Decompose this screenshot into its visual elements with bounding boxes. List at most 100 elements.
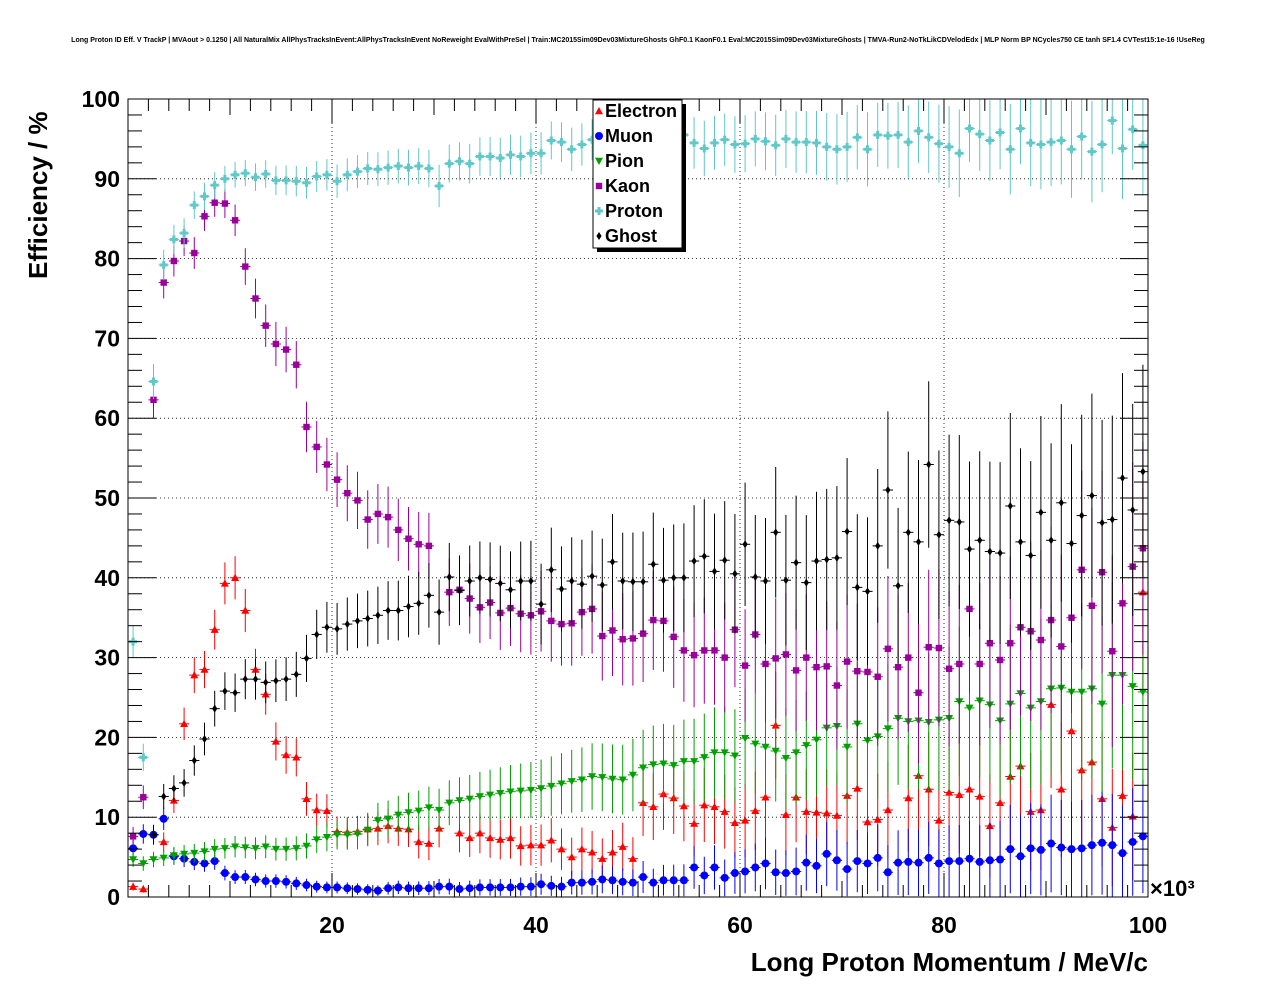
x-tick-label: 80 (931, 912, 957, 938)
data-point (354, 616, 361, 625)
data-point (1048, 536, 1054, 545)
data-point (588, 773, 597, 781)
data-point (232, 688, 238, 697)
data-point (996, 128, 1005, 137)
data-point (955, 857, 964, 866)
data-point (567, 853, 576, 861)
data-point (241, 606, 250, 614)
data-point (812, 861, 821, 870)
data-point (415, 541, 422, 548)
data-point (812, 138, 821, 147)
data-point (394, 883, 403, 892)
data-point (374, 510, 382, 518)
data-point (873, 853, 882, 862)
data-point (843, 743, 852, 751)
data-point (181, 778, 187, 787)
data-point (324, 623, 330, 632)
data-point (844, 527, 850, 536)
data-point (690, 819, 699, 827)
series-muon (128, 779, 1148, 897)
data-point (354, 497, 361, 504)
data-point (1109, 515, 1115, 524)
data-point (344, 620, 350, 629)
data-point (333, 831, 342, 839)
data-point (679, 876, 688, 885)
data-point (985, 856, 994, 865)
data-point (465, 159, 474, 168)
data-point (630, 577, 636, 586)
data-point (975, 857, 984, 866)
data-point (475, 829, 484, 837)
data-point (1098, 140, 1107, 149)
data-point (620, 576, 626, 585)
data-point (1140, 467, 1146, 476)
data-point (569, 576, 575, 585)
data-point (741, 734, 750, 743)
data-point (424, 839, 433, 847)
data-point (211, 199, 218, 206)
data-point (436, 608, 442, 617)
data-point (537, 149, 546, 158)
data-point (414, 162, 423, 171)
data-point (1007, 640, 1014, 647)
data-point (628, 878, 637, 887)
data-point (161, 792, 167, 801)
data-point (424, 884, 433, 893)
data-point (1006, 845, 1015, 854)
data-point (710, 802, 719, 811)
data-point (609, 627, 616, 634)
data-point (761, 137, 770, 146)
data-point (548, 617, 555, 625)
data-point (486, 791, 495, 799)
data-point (1077, 844, 1086, 853)
data-point (455, 157, 464, 166)
data-point (404, 163, 413, 172)
data-point (894, 130, 903, 139)
data-point (945, 857, 954, 866)
data-point (322, 833, 331, 842)
data-point (252, 295, 259, 302)
data-point (732, 569, 738, 578)
legend-marker-pion (595, 157, 603, 165)
data-point (945, 142, 954, 151)
legend-label-pion: Pion (605, 151, 644, 171)
y-tick-label: 80 (94, 246, 120, 272)
data-point (639, 630, 647, 637)
data-point (803, 578, 809, 587)
data-point (150, 396, 157, 404)
data-point (833, 682, 841, 689)
data-point (567, 778, 576, 786)
data-point (241, 844, 250, 852)
data-point (679, 802, 688, 810)
data-point (864, 668, 871, 676)
data-point (773, 528, 779, 537)
y-tick-label: 20 (94, 724, 120, 750)
data-point (1058, 498, 1064, 507)
data-point (526, 149, 535, 158)
data-point (455, 829, 464, 837)
data-point (762, 576, 769, 585)
data-point (384, 815, 393, 823)
x-axis-title: Long Proton Momentum / MeV/c (751, 947, 1148, 977)
data-point (874, 673, 881, 680)
data-point (547, 782, 556, 791)
data-point (834, 553, 840, 562)
data-point (557, 882, 566, 891)
data-point (1138, 688, 1147, 696)
data-point (966, 545, 973, 554)
data-point (537, 785, 546, 793)
data-point (955, 790, 964, 799)
data-point (251, 173, 260, 182)
data-point (190, 671, 199, 679)
data-point (373, 886, 382, 895)
data-point (843, 142, 852, 151)
data-point (1128, 683, 1137, 691)
data-point (292, 753, 301, 761)
data-point (802, 742, 811, 750)
data-point (231, 170, 240, 179)
data-point (742, 540, 748, 549)
data-point (180, 719, 189, 728)
data-point (191, 756, 197, 765)
data-point (1089, 491, 1095, 500)
data-point (129, 833, 137, 840)
